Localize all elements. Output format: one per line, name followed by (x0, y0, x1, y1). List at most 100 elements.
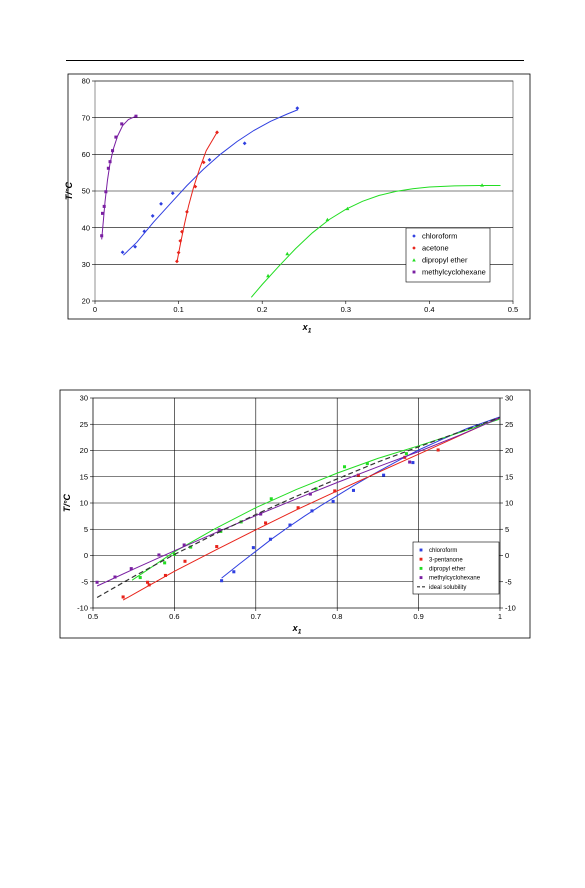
legend-label: methylcyclohexane (422, 268, 486, 277)
legend-label: methylcyclohexane (429, 576, 481, 582)
data-point (182, 543, 186, 547)
data-point (251, 546, 255, 550)
data-point (411, 461, 415, 465)
y2-tick-label: -5 (505, 577, 512, 586)
y2-tick-label: 15 (505, 472, 513, 481)
x-tick-label: 0 (93, 305, 97, 314)
data-point (419, 566, 423, 570)
data-point (419, 576, 423, 580)
data-point (102, 204, 106, 208)
legend-label: 3-pentanone (429, 557, 463, 563)
y-axis-label: T/°C (62, 493, 72, 512)
y2-tick-label: 20 (505, 446, 513, 455)
data-point (138, 576, 142, 580)
series-line (221, 416, 501, 579)
legend: chloroform 3-pentanone dipropyl ether methy… (412, 541, 500, 595)
y-tick-label: 15 (80, 472, 88, 481)
x-tick-label: 0.5 (88, 612, 98, 621)
y-tick-label: 30 (80, 394, 88, 403)
data-point (95, 580, 99, 584)
series-methylcyclohexane (100, 114, 138, 240)
data-point (269, 497, 273, 501)
series-acetone (175, 130, 219, 264)
data-point (129, 567, 133, 571)
data-point (147, 583, 151, 587)
data-point (345, 206, 350, 211)
x-tick-label: 0.6 (169, 612, 179, 621)
data-point (157, 553, 161, 557)
chart-1: 20 30 40 50 60 70 80 0 0.1 0.2 0.3 0.4 0.5 x1 T/°C chlo… (64, 73, 531, 335)
data-point (159, 201, 163, 206)
data-point (183, 559, 187, 563)
y2-tick-label: 30 (505, 394, 513, 403)
data-point (207, 157, 212, 162)
y2-tick-label: 10 (505, 499, 513, 508)
data-point (215, 130, 219, 135)
data-point (113, 575, 117, 579)
x-tick-label: 0.4 (424, 305, 434, 314)
x-tick-label: 0.1 (173, 305, 183, 314)
data-point (351, 488, 355, 492)
y-tick-label: 80 (82, 77, 90, 86)
series-line (96, 417, 501, 587)
page-header-rule (66, 60, 524, 61)
y-tick-label: 60 (82, 150, 90, 159)
data-point (189, 545, 193, 549)
x-axis-label: x1 (292, 623, 302, 636)
data-point (201, 160, 206, 165)
data-point (163, 573, 167, 577)
chart-2: -10 -10 -5 -5 0 0 5 5 10 10 15 15 20 20 25 25 30 30 0.5 0.6… (59, 389, 531, 639)
y-tick-label: 50 (82, 187, 90, 196)
data-point (264, 521, 268, 525)
y2-tick-label: 5 (505, 525, 509, 534)
y2-tick-label: 25 (505, 420, 513, 429)
legend-label: chloroform (429, 548, 457, 554)
series-methylcyclohexane (95, 417, 501, 587)
x-tick-label: 0.5 (508, 305, 518, 314)
data-point (114, 135, 118, 139)
data-point (175, 259, 179, 264)
data-point (285, 251, 290, 256)
series-3-pentanone (121, 416, 501, 601)
y-tick-label: 30 (82, 260, 90, 269)
data-point (100, 234, 104, 238)
data-point (310, 509, 314, 513)
series-line (122, 416, 501, 601)
y-tick-label: 25 (80, 420, 88, 429)
data-point (185, 210, 189, 214)
y-axis-label: T/°C (64, 181, 74, 200)
data-point (436, 448, 440, 452)
data-point (412, 246, 416, 250)
data-point (180, 229, 184, 234)
data-point (268, 537, 272, 541)
data-point (121, 595, 125, 599)
y-tick-label: -10 (77, 604, 88, 613)
data-point (108, 160, 112, 164)
data-point (106, 166, 110, 170)
data-point (242, 141, 247, 146)
series-ideal-solubility (96, 416, 501, 599)
data-point (120, 122, 124, 126)
data-point (308, 492, 312, 496)
legend-label: ideal solubility (429, 585, 466, 591)
data-point (412, 234, 416, 238)
data-point (365, 462, 369, 466)
data-point (403, 455, 407, 459)
data-point (259, 512, 263, 516)
y-tick-label: 5 (84, 525, 88, 534)
data-point (404, 452, 408, 456)
series-line (96, 416, 501, 599)
data-point (142, 229, 147, 234)
y-tick-label: -5 (81, 577, 88, 586)
y-tick-label: 0 (84, 551, 88, 560)
x-tick-label: 0.3 (341, 305, 351, 314)
legend-box (412, 541, 500, 595)
x-axis-label: x1 (302, 322, 312, 335)
data-point (419, 548, 423, 552)
legend-label: chloroform (422, 232, 457, 241)
data-point (314, 487, 318, 491)
data-point (288, 523, 292, 527)
legend-label: dipropyl ether (429, 567, 465, 573)
y-tick-label: 20 (80, 446, 88, 455)
